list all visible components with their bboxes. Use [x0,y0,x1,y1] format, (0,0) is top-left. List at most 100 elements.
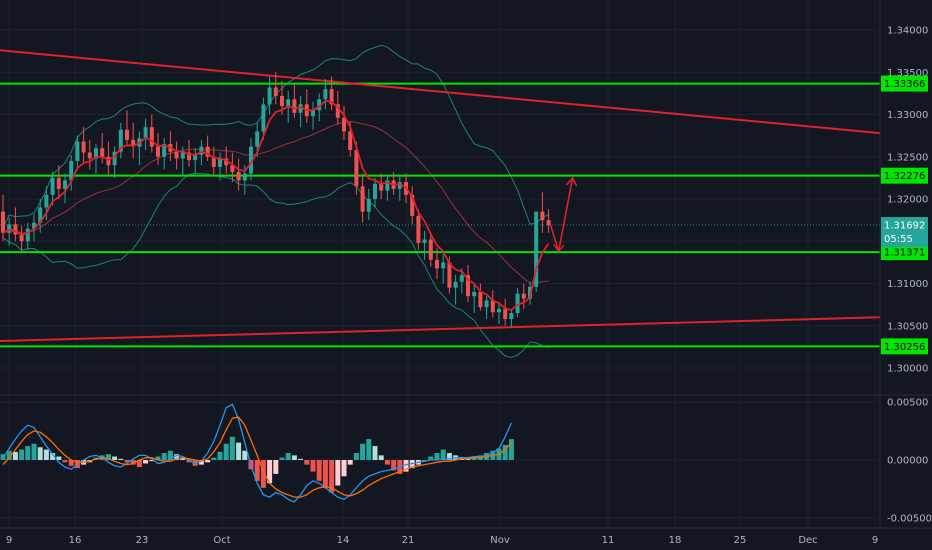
candle-body [385,180,390,191]
candle-body [261,104,266,132]
candle-body [125,129,129,140]
time-tick-label: 25 [734,535,747,546]
macd-histogram-bar [378,455,384,460]
macd-histogram-bar [37,447,43,460]
candle-body [298,104,303,113]
candle-body [342,117,346,132]
macd-histogram-bar [155,456,161,460]
price-panel [0,44,881,358]
macd-histogram-bar [149,460,155,462]
macd-histogram-bar [316,460,322,481]
candle-body [131,139,136,147]
bollinger-lower [2,173,549,358]
trendline [0,49,881,135]
signal-line [2,416,512,498]
macd-histogram-bar [422,460,428,461]
candle-body [56,177,61,189]
candle-body [106,156,111,166]
time-tick-label: 9 [872,535,878,546]
level-price-label: 1.32276 [884,171,925,182]
macd-line [2,403,512,503]
macd-histogram-bar [508,439,514,460]
candle-body [19,234,24,242]
candle-body [236,171,241,181]
macd-histogram-bar [167,450,173,460]
macd-histogram-bar [180,457,186,460]
candle-body [348,131,353,150]
candle-body [428,239,433,260]
candle-body [416,215,421,243]
candle-body [503,308,508,319]
level-price-tag [881,167,928,184]
time-tick-label: 9 [6,535,12,546]
candle-body [38,207,43,223]
macd-histogram-bar [372,446,378,460]
level-price-tag [881,338,928,355]
candle-body [459,275,464,282]
candle-body [366,199,371,212]
candle-body [466,275,470,297]
macd-histogram-bar [112,456,118,460]
axis-labels: 1.340001.335001.330001.325001.320001.315… [6,26,932,547]
candle-body [218,158,222,167]
level-price-label: 1.33366 [884,79,925,90]
macd-histogram-bar [211,457,217,460]
price-tick-label: 1.33000 [887,110,928,121]
time-tick-label: 21 [402,535,415,546]
candle-body [447,262,452,288]
candle-body [484,300,489,308]
candle-body [323,89,328,100]
level-price-tag [881,75,928,92]
candle-body [311,110,315,117]
macd-histogram-bar [124,460,130,463]
candle-body [162,144,167,157]
candle-body [156,146,160,157]
macd-histogram-bar [360,443,366,460]
macd-histogram-bar [68,460,74,466]
macd-histogram-bar [217,451,223,460]
macd-histogram-bar [391,460,397,471]
candle-body [180,152,185,159]
candle-body [75,141,80,161]
macd-histogram-bar [273,460,279,474]
candle-body [534,211,539,287]
macd-histogram-bar [353,453,359,460]
candle-body [497,308,501,313]
candle-body [373,183,377,199]
time-tick-label: 16 [69,535,82,546]
macd-histogram-bar [502,444,508,460]
candle-body [242,173,247,181]
candle-body [267,87,272,105]
candle-body [100,148,105,157]
candle-body [546,220,551,226]
candle-body [199,146,204,156]
macd-histogram-bar [205,460,211,463]
projection-arrow [549,177,574,252]
candle-body [118,129,123,152]
candle-body [112,151,117,166]
candle-body [509,313,514,319]
candle-body [280,95,284,107]
candle-body [205,146,210,157]
macd-histogram-bar [50,453,56,460]
candle-body [7,224,12,233]
time-tick-label: 11 [602,535,615,546]
macd-panel [0,403,514,503]
price-tick-label: 1.30000 [887,364,928,375]
time-tick-label: 18 [669,535,682,546]
candle-body [528,286,532,299]
candle-body [44,194,49,208]
level-price-label: 1.30256 [884,342,925,353]
candle-body [149,127,154,147]
candle-body [32,222,36,229]
price-tick-label: 1.31000 [887,279,928,290]
macd-histogram-bar [366,439,372,460]
candle-body [521,293,526,299]
price-tick-label: 1.34000 [887,26,928,37]
macd-histogram-bar [434,453,440,460]
countdown-label: 05:55 [884,234,913,245]
candle-body [174,151,179,159]
macd-histogram-bar [136,460,142,467]
macd-histogram-bar [56,456,62,460]
candle-body [87,152,92,159]
